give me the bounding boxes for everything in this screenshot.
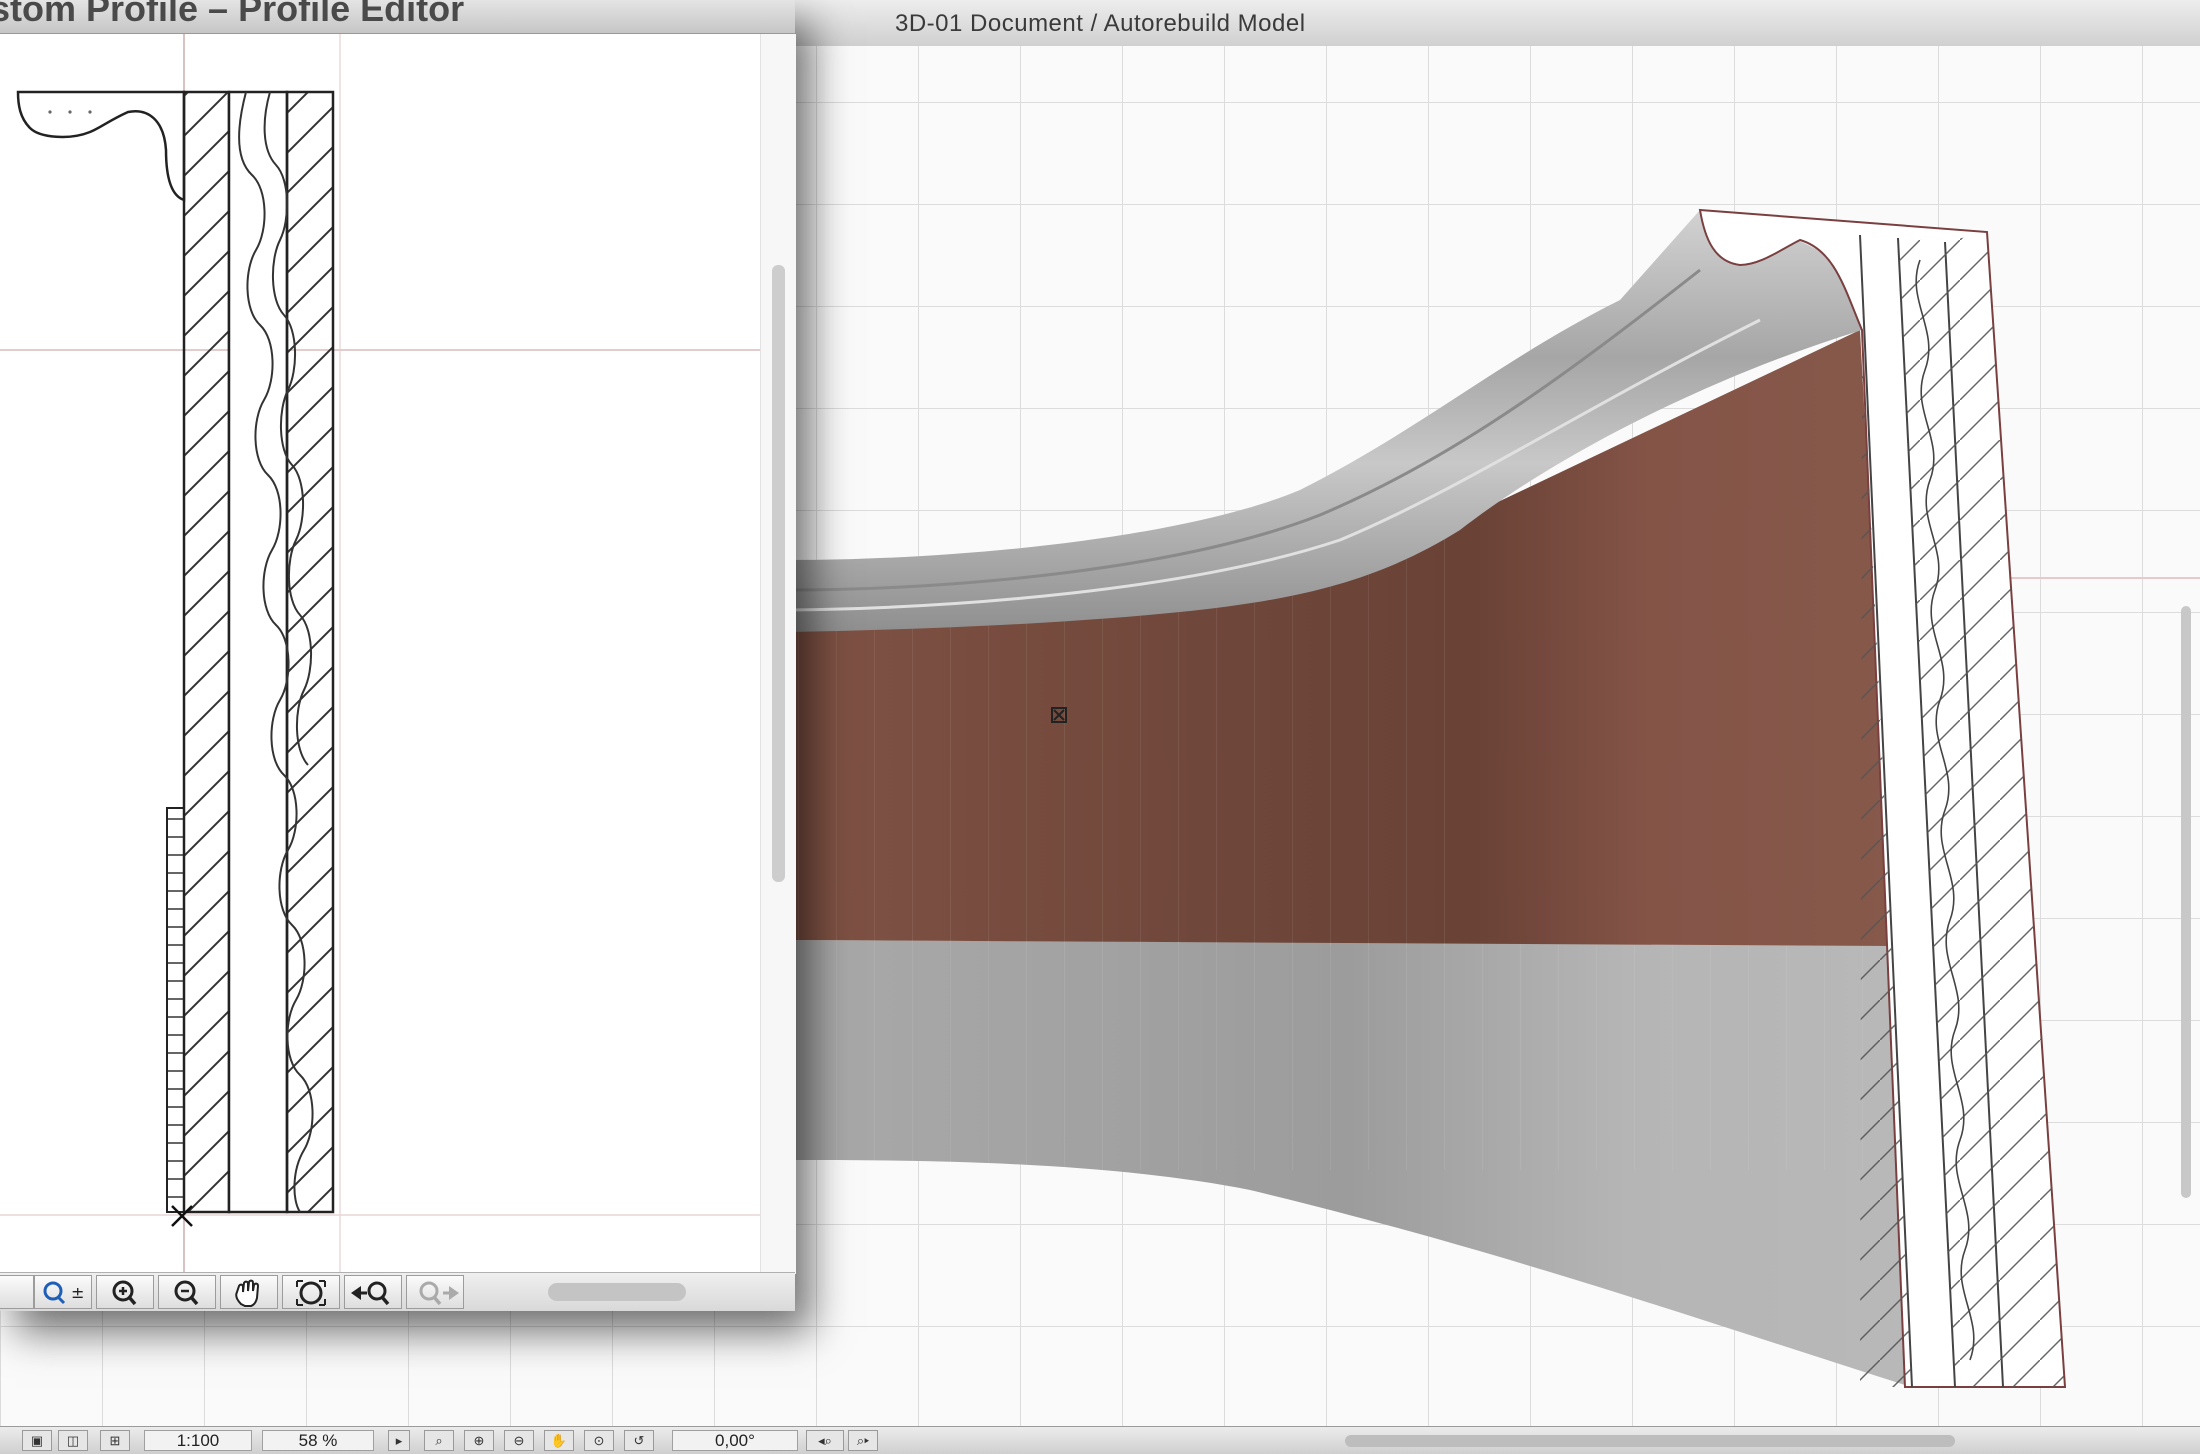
cursor-crosshair-icon xyxy=(1051,707,1067,723)
profile-layer-outer xyxy=(182,90,231,1214)
layout-icon[interactable]: ⊞ xyxy=(100,1430,130,1451)
profile-layer-insulation xyxy=(227,90,289,1214)
zoom-menu-icon[interactable]: ⌕ xyxy=(424,1430,454,1451)
fit-in-window-icon[interactable]: ⊙ xyxy=(584,1430,614,1451)
profile-editor-window: stom Profile – Profile Editor xyxy=(0,0,796,1311)
pan-hand-icon xyxy=(235,1279,260,1307)
pan-hand-icon[interactable]: ✋ xyxy=(544,1430,574,1451)
profile-editor-horizontal-scrollbar[interactable] xyxy=(548,1283,686,1301)
molding-profile-shape xyxy=(16,90,186,202)
zoom-level-field[interactable]: 58 % xyxy=(262,1430,374,1451)
fit-in-window-button[interactable] xyxy=(282,1275,340,1309)
preview-icon[interactable]: ◫ xyxy=(58,1430,88,1451)
scale-field[interactable]: 1:100 xyxy=(144,1430,252,1451)
section-insulation-pattern xyxy=(1915,259,1975,1361)
tool-button-partial[interactable] xyxy=(0,1275,34,1309)
next-zoom-button[interactable] xyxy=(406,1275,464,1309)
rotate-view-icon[interactable]: ↺ xyxy=(624,1430,654,1451)
status-bar: ▣ ◫ ⊞ 1:100 58 % ▸ ⌕ ⊕ ⊖ ✋ ⊙ ↺ 0,00° ◂⌕ … xyxy=(0,1426,2200,1454)
zoom-out-icon[interactable]: ⊖ xyxy=(504,1430,534,1451)
zoom-in-button[interactable] xyxy=(96,1275,154,1309)
previous-zoom-button[interactable] xyxy=(344,1275,402,1309)
next-zoom-icon xyxy=(419,1281,459,1306)
previous-zoom-icon[interactable]: ◂⌕ xyxy=(806,1430,844,1451)
zoom-menu-button[interactable]: ± xyxy=(34,1275,92,1309)
zoom-in-icon xyxy=(112,1280,137,1306)
layer-icon[interactable]: ▣ xyxy=(22,1430,52,1451)
profile-editor-canvas[interactable] xyxy=(0,34,760,1274)
profile-base-strip xyxy=(166,807,185,1213)
crown-molding xyxy=(790,210,1862,632)
3d-window-titlebar[interactable]: 3D-01 Document / Autorebuild Model xyxy=(780,0,2200,47)
zoom-menu-icon: ± xyxy=(43,1281,84,1305)
profile-editor-vertical-scrollbar[interactable] xyxy=(772,265,785,882)
previous-zoom-icon xyxy=(351,1281,390,1306)
pan-button[interactable] xyxy=(220,1275,278,1309)
3d-window-title: 3D-01 Document / Autorebuild Model xyxy=(895,10,1306,37)
3d-window-horizontal-scrollbar[interactable] xyxy=(1345,1435,1955,1447)
zoom-out-icon xyxy=(174,1280,199,1306)
profile-layer-inner xyxy=(285,90,335,1214)
next-zoom-icon[interactable]: ⌕▸ xyxy=(848,1430,878,1451)
profile-editor-title: stom Profile – Profile Editor xyxy=(0,0,465,29)
zoom-popup-arrow-icon[interactable]: ▸ xyxy=(388,1430,410,1451)
profile-editor-titlebar[interactable]: stom Profile – Profile Editor xyxy=(0,0,795,34)
svg-text:±: ± xyxy=(71,1283,84,1302)
fit-in-window-icon xyxy=(296,1280,326,1306)
zoom-out-button[interactable] xyxy=(158,1275,216,1309)
origin-marker-icon xyxy=(171,1205,193,1227)
orientation-angle-field[interactable]: 0,00° xyxy=(672,1430,798,1451)
3d-window-vertical-scrollbar[interactable] xyxy=(2181,606,2191,1198)
profile-editor-toolbar: ± xyxy=(0,1272,795,1311)
zoom-in-icon[interactable]: ⊕ xyxy=(464,1430,494,1451)
